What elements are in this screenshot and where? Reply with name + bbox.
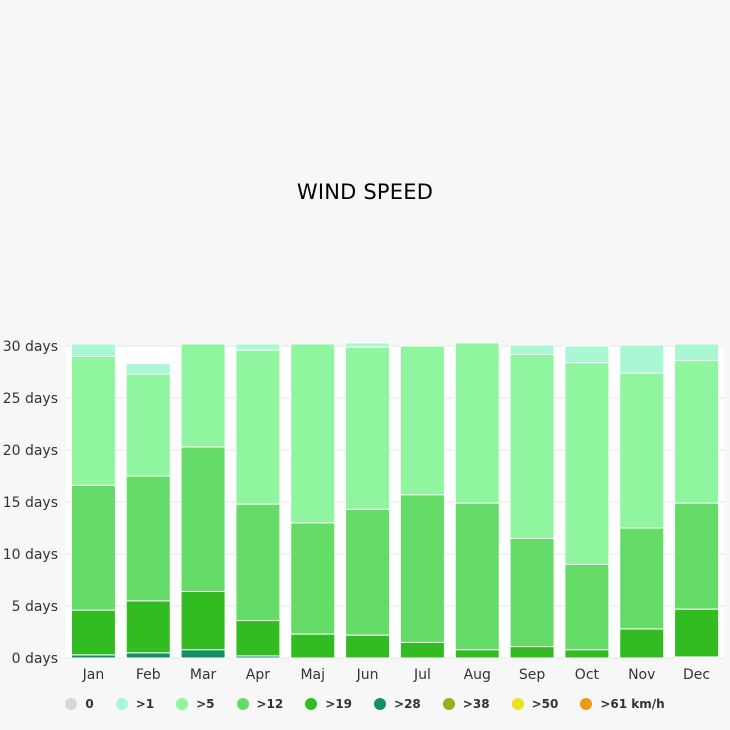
legend-marker	[442, 698, 455, 710]
bar-segment-feb-5	[125, 373, 171, 477]
bar-segment-apr-12	[235, 503, 281, 622]
legend-marker	[65, 698, 78, 710]
bar-segment-jun-1	[345, 342, 391, 348]
bar-segment-nov-1	[619, 344, 665, 374]
legend-marker	[176, 698, 189, 710]
legend-item[interactable]: >38	[442, 697, 490, 711]
x-tick-label: Oct	[575, 667, 600, 683]
legend-label: >19	[325, 697, 353, 711]
bar-segment-jun-12	[345, 508, 391, 636]
legend-item[interactable]: >5	[176, 697, 215, 711]
legend-label: >61 km/h	[600, 697, 665, 711]
legend-marker	[305, 698, 318, 710]
bar-segment-dec-1	[674, 343, 720, 362]
x-tick-label: Nov	[628, 667, 655, 683]
bar-segment-nov-12	[619, 527, 665, 630]
legend-label: >12	[256, 697, 284, 711]
legend-label: >5	[196, 697, 215, 711]
legend-marker	[511, 698, 524, 710]
bar-segment-maj-5	[290, 343, 336, 524]
legend-label: 0	[85, 697, 94, 711]
legend-item[interactable]: >1	[115, 697, 155, 711]
x-tick-label: Apr	[246, 667, 270, 683]
legend-marker	[580, 698, 593, 710]
bar-segment-jun-19	[345, 634, 391, 659]
y-tick-label: 0 days	[12, 651, 58, 667]
bar-segment-apr-5	[235, 349, 281, 505]
x-tick-label: Feb	[136, 667, 161, 683]
legend-label: >1	[135, 697, 155, 711]
y-tick-label: 5 days	[12, 599, 58, 615]
bar-segment-jun-5	[345, 346, 391, 510]
bar-segment-mar-19	[180, 590, 226, 651]
bar-segment-aug-5	[454, 342, 500, 504]
bar-segment-dec-19	[674, 608, 720, 658]
bar-segment-aug-12	[454, 502, 500, 651]
bar-segment-jan-12	[70, 484, 116, 611]
x-tick-label: Mar	[190, 667, 217, 683]
bar-segment-dec-12	[674, 502, 720, 610]
x-tick-label: Dec	[683, 667, 710, 683]
legend-item[interactable]: >12	[236, 697, 284, 711]
bar-segment-maj-19	[290, 633, 336, 659]
y-tick-label: 30 days	[3, 339, 58, 355]
legend-marker	[374, 698, 387, 710]
legend-item[interactable]: >61 km/h	[580, 697, 665, 711]
x-tick-label: Jan	[82, 667, 105, 683]
y-tick-label: 20 days	[3, 443, 58, 459]
bar-segment-sep-1	[509, 344, 555, 355]
bar-segment-feb-12	[125, 475, 171, 602]
bar-segment-jan-1	[70, 343, 116, 357]
bar-segment-sep-12	[509, 537, 555, 648]
legend-item[interactable]: 0	[65, 697, 94, 711]
bar-segment-sep-19	[509, 646, 555, 659]
y-tick-label: 25 days	[3, 391, 58, 407]
legend: 0 >1 >5 >12 >19 >28 >38 >50 >61 km/h	[0, 697, 730, 711]
legend-item[interactable]: >19	[305, 697, 352, 711]
bar-segment-apr-19	[235, 620, 281, 657]
bar-segment-mar-12	[180, 446, 226, 592]
legend-label: >50	[531, 697, 559, 711]
bar-segment-apr-1	[235, 343, 281, 351]
bar-segment-aug-19	[454, 649, 500, 659]
x-tick-label: Aug	[464, 667, 491, 683]
x-tick-label: Sep	[519, 667, 546, 683]
legend-item[interactable]: >28	[374, 697, 421, 711]
legend-marker	[115, 698, 128, 710]
bar-segment-oct-1	[564, 345, 610, 364]
x-tick-label: Jun	[356, 667, 379, 683]
bar-segment-feb-28	[125, 652, 171, 659]
bar-segment-mar-5	[180, 343, 226, 448]
chart-title: WIND SPEED	[296, 180, 434, 204]
bar-segment-sep-5	[509, 353, 555, 539]
bar-segment-feb-1	[125, 363, 171, 375]
legend-label: >38	[462, 697, 490, 711]
y-tick-label: 10 days	[3, 547, 58, 563]
legend-label: >28	[394, 697, 421, 711]
bar-segment-dec-5	[674, 360, 720, 504]
bar-segment-oct-19	[564, 649, 610, 659]
bar-segment-jul-12	[399, 494, 445, 643]
bar-segment-jan-5	[70, 355, 116, 486]
bar-segment-maj-12	[290, 522, 336, 635]
bar-segment-jan-19	[70, 609, 116, 656]
x-tick-label: Jul	[413, 667, 431, 683]
legend-marker	[236, 698, 249, 710]
bar-segment-feb-19	[125, 600, 171, 654]
bar-segment-mar-28	[180, 649, 226, 659]
bar-segment-jul-5	[399, 345, 445, 496]
bar-segment-oct-12	[564, 563, 610, 651]
bar-segment-oct-5	[564, 362, 610, 565]
bar-segment-nov-19	[619, 628, 665, 659]
legend-item[interactable]: >50	[511, 697, 559, 711]
bar-segment-jul-19	[399, 641, 445, 659]
x-tick-label: Maj	[300, 667, 325, 683]
bar-segment-nov-5	[619, 372, 665, 529]
y-tick-label: 15 days	[3, 495, 58, 511]
